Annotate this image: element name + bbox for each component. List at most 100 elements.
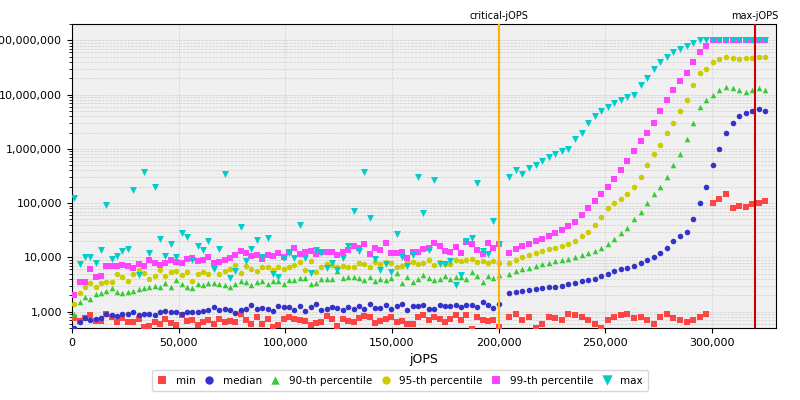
- max: [326, 260, 338, 267]
- min: [466, 326, 478, 332]
- 90-th percentile: [288, 276, 301, 283]
- 99-th percentile: [170, 259, 182, 266]
- 95-th percentile: [608, 200, 621, 206]
- 90-th percentile: [272, 278, 285, 284]
- 99-th percentile: [250, 252, 263, 259]
- 90-th percentile: [181, 284, 194, 290]
- min: [165, 320, 178, 326]
- median: [282, 304, 295, 310]
- 90-th percentile: [667, 162, 680, 168]
- 95-th percentile: [719, 54, 732, 60]
- 90-th percentile: [680, 136, 693, 142]
- min: [256, 321, 269, 328]
- 99-th percentile: [608, 176, 621, 182]
- 90-th percentile: [320, 276, 333, 282]
- 99-th percentile: [374, 247, 387, 253]
- max: [282, 250, 295, 256]
- median: [385, 306, 398, 312]
- min: [470, 314, 483, 320]
- 95-th percentile: [320, 261, 333, 268]
- min: [272, 322, 285, 328]
- max: [667, 49, 680, 56]
- 99-th percentile: [438, 248, 451, 254]
- min: [94, 318, 107, 324]
- median: [170, 309, 182, 315]
- max: [191, 243, 204, 249]
- 95-th percentile: [181, 269, 194, 276]
- 99-th percentile: [245, 253, 258, 260]
- median: [197, 308, 210, 314]
- 95-th percentile: [694, 70, 706, 76]
- 95-th percentile: [422, 257, 435, 263]
- median: [363, 301, 376, 307]
- min: [654, 314, 666, 320]
- max: [476, 248, 489, 254]
- 99-th percentile: [143, 256, 156, 263]
- median: [358, 306, 370, 312]
- median: [342, 304, 354, 310]
- min: [181, 318, 194, 324]
- 90-th percentile: [148, 282, 161, 289]
- median: [575, 278, 588, 285]
- max: [84, 254, 97, 260]
- 99-th percentile: [569, 219, 582, 225]
- 90-th percentile: [706, 92, 719, 98]
- 99-th percentile: [460, 239, 473, 245]
- 90-th percentile: [422, 274, 435, 281]
- min: [694, 314, 706, 320]
- 99-th percentile: [218, 256, 231, 263]
- 90-th percentile: [165, 284, 178, 290]
- max: [510, 167, 522, 174]
- min: [516, 317, 529, 323]
- median: [240, 306, 253, 312]
- 99-th percentile: [165, 256, 178, 263]
- max: [245, 246, 258, 252]
- 90-th percentile: [132, 286, 145, 292]
- median: [127, 309, 140, 315]
- min: [529, 325, 542, 331]
- 95-th percentile: [132, 267, 145, 273]
- median: [326, 304, 338, 311]
- 90-th percentile: [256, 278, 269, 284]
- 90-th percentile: [223, 284, 236, 290]
- 95-th percentile: [602, 205, 614, 212]
- 99-th percentile: [90, 274, 102, 280]
- 95-th percentile: [288, 262, 301, 268]
- 90-th percentile: [634, 208, 647, 215]
- max: [595, 108, 608, 114]
- 95-th percentile: [549, 245, 562, 251]
- min: [106, 314, 118, 320]
- 99-th percentile: [358, 240, 370, 247]
- max: [240, 257, 253, 264]
- min: [148, 319, 161, 325]
- max: [602, 104, 614, 110]
- 90-th percentile: [122, 289, 134, 296]
- max: [256, 253, 269, 260]
- 95-th percentile: [143, 276, 156, 282]
- median: [138, 310, 150, 317]
- 90-th percentile: [450, 274, 462, 280]
- 95-th percentile: [746, 54, 758, 61]
- median: [726, 120, 739, 126]
- 90-th percentile: [412, 276, 425, 282]
- 99-th percentile: [510, 246, 522, 253]
- 95-th percentile: [390, 263, 403, 270]
- 99-th percentile: [713, 37, 726, 44]
- max: [213, 246, 226, 252]
- 99-th percentile: [406, 248, 419, 255]
- 90-th percentile: [733, 87, 746, 94]
- max: [197, 246, 210, 253]
- 90-th percentile: [353, 274, 366, 281]
- 99-th percentile: [331, 252, 344, 258]
- 99-th percentile: [363, 251, 376, 257]
- max: [661, 54, 674, 60]
- min: [522, 314, 535, 320]
- max: [482, 250, 494, 257]
- max: [175, 230, 188, 236]
- median: [229, 310, 242, 316]
- 99-th percentile: [450, 244, 462, 250]
- min: [746, 201, 758, 208]
- 99-th percentile: [395, 249, 408, 256]
- min: [680, 319, 693, 325]
- median: [266, 308, 279, 314]
